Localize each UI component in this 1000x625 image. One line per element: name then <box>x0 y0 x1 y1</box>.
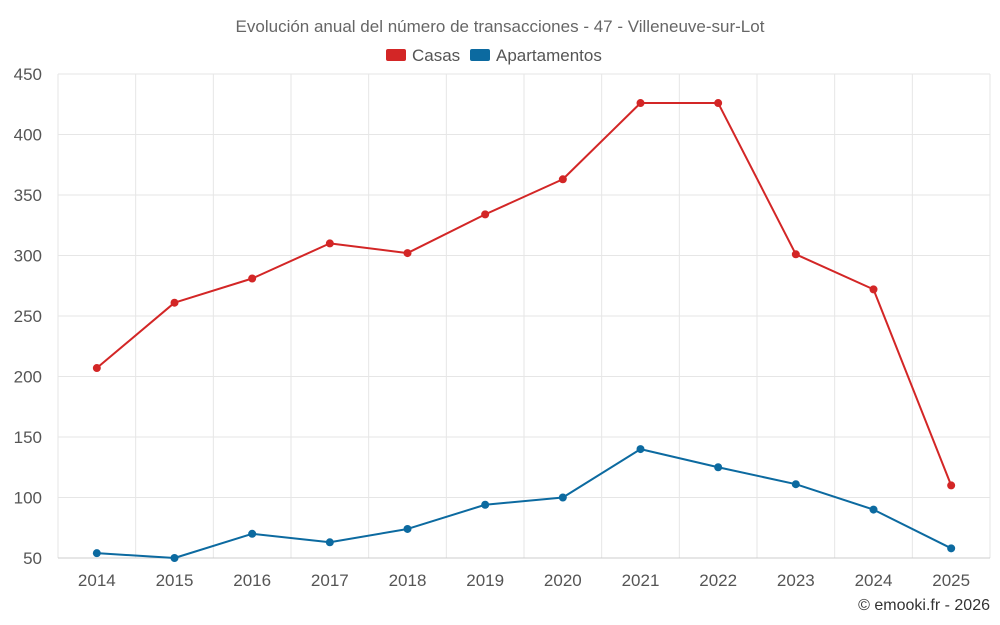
x-tick-label: 2022 <box>699 571 737 590</box>
y-tick-label: 400 <box>14 126 42 145</box>
data-point-apartamentos[interactable] <box>869 505 878 514</box>
data-point-casas[interactable] <box>869 285 878 294</box>
legend-label-apartamentos: Apartamentos <box>496 46 602 65</box>
x-tick-label: 2015 <box>156 571 194 590</box>
series-layer <box>92 99 956 562</box>
y-tick-label: 350 <box>14 186 42 205</box>
credit-label: © emooki.fr - 2026 <box>858 597 990 614</box>
data-point-apartamentos[interactable] <box>92 549 101 558</box>
y-tick-label: 450 <box>14 65 42 84</box>
data-point-apartamentos[interactable] <box>947 544 956 553</box>
x-tick-label: 2014 <box>78 571 116 590</box>
y-tick-label: 50 <box>23 549 42 568</box>
legend-swatch-apartamentos <box>470 49 490 61</box>
data-point-casas[interactable] <box>558 175 567 184</box>
data-point-casas[interactable] <box>92 364 101 373</box>
data-point-apartamentos[interactable] <box>325 538 334 547</box>
series-apartamentos <box>92 445 956 562</box>
legend-item-casas[interactable]: Casas <box>386 46 460 65</box>
legend-swatch-casas <box>386 49 406 61</box>
series-line-casas <box>96 102 953 486</box>
data-point-casas[interactable] <box>481 210 490 219</box>
data-point-apartamentos[interactable] <box>636 445 645 454</box>
series-line-apartamentos <box>96 448 952 559</box>
legend: Casas Apartamentos <box>386 46 602 65</box>
x-tick-label: 2021 <box>622 571 660 590</box>
x-tick-label: 2017 <box>311 571 349 590</box>
chart-title: Evolución anual del número de transaccio… <box>236 17 765 36</box>
data-point-casas[interactable] <box>636 99 645 108</box>
x-tick-label: 2024 <box>855 571 893 590</box>
data-point-casas[interactable] <box>170 298 179 307</box>
data-point-apartamentos[interactable] <box>481 500 490 509</box>
legend-item-apartamentos[interactable]: Apartamentos <box>470 46 602 65</box>
x-tick-label: 2020 <box>544 571 582 590</box>
data-point-casas[interactable] <box>248 274 257 283</box>
data-point-casas[interactable] <box>947 481 956 490</box>
data-point-apartamentos[interactable] <box>714 463 723 472</box>
y-tick-label: 100 <box>14 489 42 508</box>
data-point-casas[interactable] <box>325 239 334 248</box>
grid <box>57 73 991 559</box>
data-point-apartamentos[interactable] <box>170 554 179 562</box>
data-point-apartamentos[interactable] <box>403 524 412 533</box>
legend-label-casas: Casas <box>412 46 460 65</box>
y-tick-label: 200 <box>14 368 42 387</box>
x-tick-label: 2016 <box>233 571 271 590</box>
y-tick-label: 150 <box>14 428 42 447</box>
data-point-casas[interactable] <box>714 99 723 108</box>
y-tick-label: 250 <box>14 307 42 326</box>
data-point-casas[interactable] <box>403 249 412 258</box>
x-tick-label: 2018 <box>389 571 427 590</box>
x-tick-label: 2023 <box>777 571 815 590</box>
x-axis: 2014 2015 2016 2017 2018 2019 2020 2021 2022 2023… <box>58 557 990 590</box>
y-tick-label: 300 <box>14 247 42 266</box>
y-axis: 50 100 150 200 250 300 350 400 450 <box>14 65 42 568</box>
x-tick-label: 2025 <box>932 571 970 590</box>
data-point-apartamentos[interactable] <box>248 529 257 538</box>
data-point-apartamentos[interactable] <box>791 480 800 489</box>
data-point-apartamentos[interactable] <box>558 493 567 502</box>
data-point-casas[interactable] <box>791 250 800 259</box>
series-casas <box>92 99 956 490</box>
x-tick-label: 2019 <box>466 571 504 590</box>
